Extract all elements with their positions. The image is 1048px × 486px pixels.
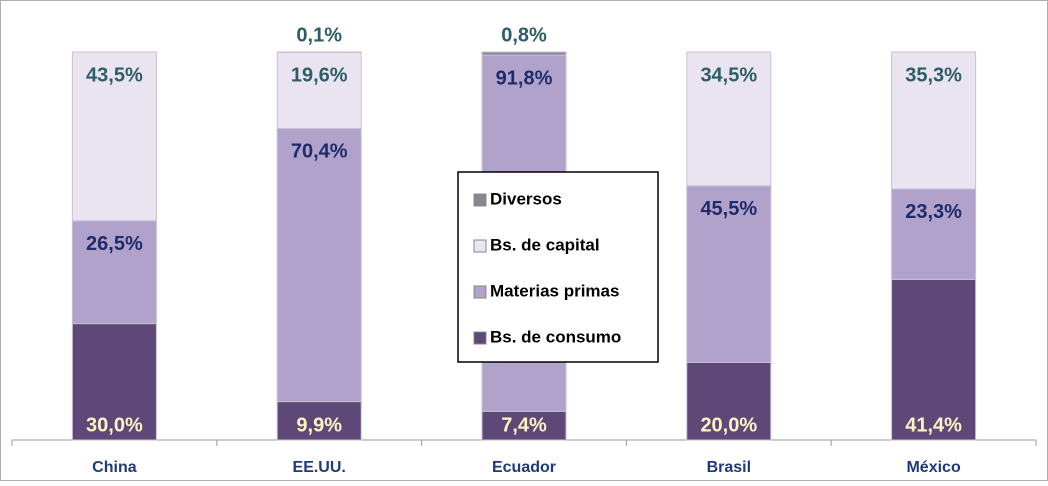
legend-label: Bs. de capital — [490, 235, 600, 254]
data-label: 7,4% — [501, 414, 547, 436]
x-tick-label: China — [92, 459, 137, 476]
data-label: 35,3% — [905, 64, 962, 86]
data-label: 23,3% — [905, 201, 962, 223]
legend-label: Diversos — [490, 189, 562, 208]
data-label: 26,5% — [86, 233, 143, 255]
data-label: 19,6% — [291, 65, 348, 87]
x-tick-label: Ecuador — [492, 459, 556, 476]
x-tick-label: Brasil — [707, 459, 751, 476]
data-label: 30,0% — [86, 414, 143, 436]
legend-label: Materias primas — [490, 281, 619, 300]
data-label: 45,5% — [700, 198, 757, 220]
legend-swatch — [474, 194, 486, 206]
data-label: 20,0% — [700, 414, 757, 436]
legend-swatch — [474, 332, 486, 344]
data-label: 41,4% — [905, 414, 962, 436]
data-label: 34,5% — [700, 64, 757, 86]
x-tick-label: México — [906, 459, 960, 476]
data-label: 0,8% — [501, 24, 547, 46]
data-label: 70,4% — [291, 141, 348, 163]
x-tick-label: EE.UU. — [293, 459, 346, 476]
data-label: 91,8% — [496, 67, 553, 89]
legend-swatch — [474, 240, 486, 252]
data-label: 0,1% — [296, 24, 342, 46]
bar-segment — [277, 128, 361, 401]
legend-swatch — [474, 286, 486, 298]
data-label: 43,5% — [86, 64, 143, 86]
legend-label: Bs. de consumo — [490, 327, 621, 346]
bar-segment — [482, 52, 566, 55]
data-label: 9,9% — [296, 414, 342, 436]
